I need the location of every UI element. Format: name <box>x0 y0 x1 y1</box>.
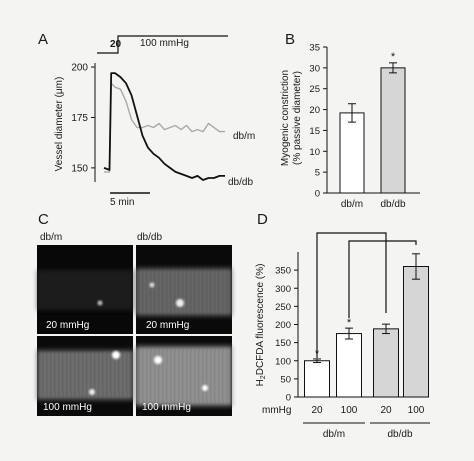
micrograph-label: 100 mmHg <box>142 402 191 413</box>
micrograph-dbdb-20: 20 mmHg <box>136 245 232 334</box>
panel-a-pressure-high: 100 mmHg <box>140 38 189 49</box>
panel-b-significance: * <box>391 51 396 63</box>
panel-d-bracket-20 <box>316 232 387 358</box>
panel-a-pressure-low: 20 <box>110 39 122 50</box>
panel-a-label: A <box>38 31 48 48</box>
panel-d-y-tick-label: 50 <box>280 374 291 385</box>
panel-d-bracket-100 <box>348 240 417 318</box>
panel-c-label: C <box>38 211 49 228</box>
panel-a-y-tick-label: 200 <box>71 63 88 74</box>
panel-d-y-tick-label: 0 <box>286 393 291 404</box>
panel-a-legend-dbdb: db/db <box>228 177 253 188</box>
panel-b-y-tick-label: 20 <box>309 105 320 116</box>
panel-b-y-tick-label: 5 <box>315 168 320 179</box>
panel-d-y-tick-label: 200 <box>275 320 291 331</box>
panel-a-y-tick-label: 150 <box>71 163 88 174</box>
panel-d-y-label: H2DCFDA fluorescence (%) <box>255 264 267 387</box>
micrograph-dbm-100: 100 mmHg <box>37 336 133 416</box>
panel-a-trace-dbdb <box>103 72 225 181</box>
panel-d-x-tick-label: 20 <box>380 405 392 416</box>
panel-d-significance: * <box>347 317 352 329</box>
panel-d-significance: * <box>315 348 320 360</box>
panel-d-group-dbm: db/m <box>323 429 345 440</box>
panel-b-x-tick-label: db/db <box>380 199 405 210</box>
micrograph-dbdb-100: 100 mmHg <box>136 336 232 416</box>
panel-b-y-label-2: (% passive diameter) <box>292 71 303 165</box>
panel-d-bar <box>373 328 399 398</box>
panel-b-x-tick-label: db/m <box>341 199 363 210</box>
panel-a-trace-dbm <box>104 82 225 173</box>
panel-d-x-tick-label: 100 <box>408 405 425 416</box>
micrograph-label: 20 mmHg <box>146 320 189 331</box>
micrograph-label: 20 mmHg <box>46 320 89 331</box>
panel-b-label: B <box>285 31 295 48</box>
panel-d-y-tick-label: 250 <box>275 302 291 313</box>
panel-d-y-tick-label: 100 <box>275 356 291 367</box>
panel-d-y-tick-label: 350 <box>275 266 291 277</box>
panel-a-scalebar-label: 5 min <box>110 197 134 208</box>
panel-b-bar <box>380 67 406 194</box>
panel-d-group-dbdb: db/db <box>387 429 412 440</box>
panel-b-y-tick-label: 10 <box>309 147 320 158</box>
panel-b-y-tick-label: 0 <box>315 189 320 200</box>
panel-a-pressure-step-line <box>97 35 228 54</box>
panel-c-col-label-dbm: db/m <box>40 232 62 243</box>
panel-d-mmhg-label: mmHg <box>262 405 291 416</box>
panel-b-y-tick-label: 30 <box>309 63 320 74</box>
panel-d-y-tick-label: 150 <box>275 338 291 349</box>
micrograph-dbm-20: 20 mmHg <box>37 245 133 334</box>
panel-d-bar <box>304 360 330 398</box>
panel-d-bar <box>336 333 362 398</box>
panel-d-bar <box>403 266 429 398</box>
panel-c-col-label-dbdb: db/db <box>137 232 162 243</box>
panel-d-x-tick-label: 20 <box>311 405 323 416</box>
panel-b-y-tick-label: 15 <box>309 126 320 137</box>
panel-b-bar <box>339 112 365 194</box>
panel-b-y-tick-label: 35 <box>309 43 320 54</box>
panel-b-y-label-1: Myogenic constriction <box>280 70 291 166</box>
panel-d-y-tick-label: 300 <box>275 284 291 295</box>
panel-a-y-tick-label: 175 <box>71 113 88 124</box>
panel-a-legend-dbm: db/m <box>233 131 255 142</box>
micrograph-label: 100 mmHg <box>43 402 92 413</box>
panel-a-y-label: Vessel diameter (μm) <box>54 77 65 172</box>
panel-b-y-tick-label: 25 <box>309 84 320 95</box>
panel-d-x-tick-label: 100 <box>341 405 358 416</box>
panel-d-label: D <box>257 211 268 228</box>
